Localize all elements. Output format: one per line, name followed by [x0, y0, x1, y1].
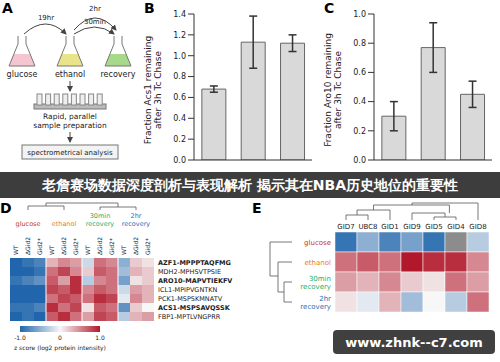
svg-text:glucose: glucose: [16, 220, 41, 228]
svg-text:0.6: 0.6: [173, 93, 186, 102]
svg-text:ΔGid2: ΔGid2: [60, 237, 67, 255]
svg-text:ΔGid2: ΔGid2: [132, 237, 139, 255]
svg-text:recovery: recovery: [300, 283, 331, 291]
svg-text:30min: 30min: [90, 212, 111, 220]
svg-text:2hr: 2hr: [89, 5, 101, 13]
svg-text:Gid2*: Gid2*: [108, 238, 115, 255]
svg-text:0.2: 0.2: [353, 127, 366, 136]
html-text:老詹赛场数据深度剖析与表现解析 揭示其在NBA历史地位的重要: 老詹赛场数据深度剖析与表现解析 揭示其在NBA历史地位的重要性: [41, 177, 458, 193]
svg-text:Gid2*: Gid2*: [36, 238, 43, 255]
svg-text:WT: WT: [12, 245, 19, 255]
svg-text:recovery: recovery: [122, 220, 151, 228]
svg-text:WT: WT: [84, 245, 91, 255]
svg-text:WT: WT: [120, 245, 127, 255]
svg-text:spectrometrical analysis: spectrometrical analysis: [27, 149, 113, 157]
svg-text:Rapid, parallel: Rapid, parallel: [43, 112, 97, 121]
svg-text:1.4: 1.4: [173, 10, 186, 19]
svg-text:Fraction Acs1 remainingafter 3: Fraction Acs1 remainingafter 3h Tc Chase: [143, 36, 163, 144]
svg-text:0.8: 0.8: [173, 72, 186, 81]
svg-text:UBC8: UBC8: [358, 223, 377, 231]
svg-text:PCK1-MSPSKMNATV: PCK1-MSPSKMNATV: [158, 295, 223, 303]
svg-text:1.0: 1.0: [95, 334, 105, 341]
svg-text:ICL1-MPIPVGNTKN: ICL1-MPIPVGNTKN: [158, 286, 218, 294]
svg-text:2hr: 2hr: [131, 212, 142, 220]
svg-text:1.0: 1.0: [353, 10, 366, 19]
svg-text:Gid2*: Gid2*: [72, 238, 79, 255]
svg-text:sample preparation: sample preparation: [33, 121, 107, 130]
svg-text:Fraction Aro10 remainingafter: Fraction Aro10 remainingafter 3h Tc Chas…: [323, 33, 343, 147]
svg-text:-1.0: -1.0: [14, 334, 26, 341]
svg-text:GID8: GID8: [469, 223, 486, 231]
svg-text:ethanol: ethanol: [305, 259, 331, 267]
svg-text:0.0: 0.0: [353, 156, 366, 165]
svg-text:0.8: 0.8: [353, 39, 366, 48]
svg-text:0.0: 0.0: [173, 156, 186, 165]
svg-text:A: A: [2, 0, 13, 16]
svg-text:0.2: 0.2: [173, 135, 186, 144]
svg-text:GID9: GID9: [403, 223, 420, 231]
svg-text:GID5: GID5: [425, 223, 442, 231]
svg-text:0.4: 0.4: [173, 114, 186, 123]
svg-text:ACS1-MSPSAVQSSK: ACS1-MSPSAVQSSK: [158, 304, 231, 312]
svg-text:GID4: GID4: [447, 223, 465, 231]
svg-text:recovery: recovery: [100, 70, 135, 79]
svg-text:E: E: [252, 200, 262, 216]
svg-text:ΔGid2: ΔGid2: [96, 237, 103, 255]
svg-text:2hr: 2hr: [319, 295, 331, 303]
svg-text:ethanol: ethanol: [52, 220, 77, 228]
html-text:B: B: [144, 0, 155, 16]
svg-text:30min: 30min: [83, 18, 107, 26]
svg-text:0.4: 0.4: [353, 97, 366, 106]
svg-text:ARO10-MAPVTIEKFV: ARO10-MAPVTIEKFV: [158, 277, 232, 285]
html-text:C: C: [324, 0, 335, 16]
svg-text:WT: WT: [48, 245, 55, 255]
svg-text:Gid2*: Gid2*: [144, 238, 151, 255]
svg-text:AZF1-MPPPTAQFMG: AZF1-MPPPTAQFMG: [158, 259, 231, 267]
svg-text:0.6: 0.6: [353, 68, 366, 77]
svg-text:GID1: GID1: [381, 223, 398, 231]
svg-text:z score (log2 protein intensit: z score (log2 protein intensity): [14, 344, 106, 352]
svg-text:www.zhnk--c7.com: www.zhnk--c7.com: [345, 335, 483, 350]
svg-text:30min: 30min: [309, 275, 331, 283]
svg-text:recovery: recovery: [86, 220, 115, 228]
svg-text:FBP1-MPTLVNGPRR: FBP1-MPTLVNGPRR: [158, 313, 221, 321]
svg-text:0: 0: [58, 334, 62, 341]
svg-text:1.0: 1.0: [173, 52, 186, 61]
svg-text:GID7: GID7: [337, 223, 354, 231]
svg-text:ethanol: ethanol: [55, 70, 85, 79]
svg-text:19hr: 19hr: [38, 14, 54, 22]
svg-text:1.2: 1.2: [173, 31, 186, 40]
svg-text:glucose: glucose: [304, 239, 331, 247]
svg-text:D: D: [0, 200, 12, 216]
svg-text:glucose: glucose: [7, 70, 38, 79]
svg-text:recovery: recovery: [300, 303, 331, 311]
svg-text:ΔGid2: ΔGid2: [24, 237, 31, 255]
svg-text:MDH2-MPHSVTPSIE: MDH2-MPHSVTPSIE: [158, 268, 221, 276]
